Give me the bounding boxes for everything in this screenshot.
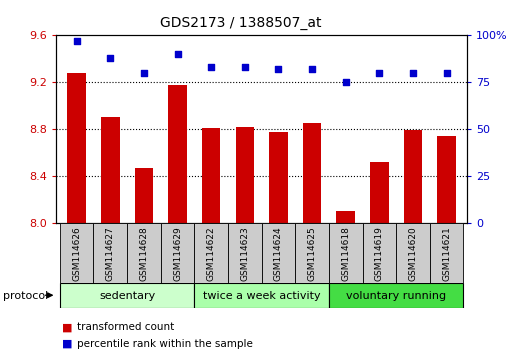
Text: GSM114618: GSM114618: [341, 226, 350, 281]
Bar: [228, 223, 262, 283]
Bar: [262, 223, 295, 283]
Point: [173, 51, 182, 57]
Bar: [295, 223, 329, 283]
Text: GDS2173 / 1388507_at: GDS2173 / 1388507_at: [161, 16, 322, 30]
Bar: [202, 128, 221, 223]
Text: transformed count: transformed count: [77, 322, 174, 332]
Bar: [168, 85, 187, 223]
Text: sedentary: sedentary: [99, 291, 155, 301]
Bar: [303, 123, 321, 223]
Text: GSM114626: GSM114626: [72, 226, 81, 281]
Bar: [67, 73, 86, 223]
Point: [106, 55, 114, 61]
Point: [274, 66, 283, 72]
Text: ■: ■: [62, 322, 72, 332]
Point: [140, 70, 148, 76]
Text: protocol: protocol: [3, 291, 48, 301]
Text: GSM114629: GSM114629: [173, 226, 182, 281]
Text: GSM114624: GSM114624: [274, 226, 283, 281]
Bar: [269, 132, 288, 223]
Bar: [438, 136, 456, 223]
Point: [308, 66, 316, 72]
Text: GSM114627: GSM114627: [106, 226, 115, 281]
Bar: [235, 127, 254, 223]
Bar: [396, 223, 430, 283]
Bar: [430, 223, 463, 283]
Bar: [329, 223, 363, 283]
Text: GSM114619: GSM114619: [375, 226, 384, 281]
Point: [342, 80, 350, 85]
Bar: [60, 283, 194, 308]
Bar: [194, 283, 329, 308]
Text: voluntary running: voluntary running: [346, 291, 446, 301]
Text: GSM114621: GSM114621: [442, 226, 451, 281]
Bar: [404, 130, 422, 223]
Bar: [93, 223, 127, 283]
Bar: [134, 168, 153, 223]
Text: GSM114628: GSM114628: [140, 226, 148, 281]
Bar: [101, 118, 120, 223]
Bar: [161, 223, 194, 283]
Bar: [194, 223, 228, 283]
Point: [376, 70, 384, 76]
Bar: [337, 211, 355, 223]
Point: [72, 38, 81, 44]
Bar: [370, 162, 389, 223]
Bar: [127, 223, 161, 283]
Text: ■: ■: [62, 339, 72, 349]
Point: [443, 70, 451, 76]
Text: GSM114623: GSM114623: [240, 226, 249, 281]
Bar: [60, 223, 93, 283]
Text: GSM114625: GSM114625: [308, 226, 317, 281]
Text: twice a week activity: twice a week activity: [203, 291, 321, 301]
Text: percentile rank within the sample: percentile rank within the sample: [77, 339, 253, 349]
Point: [207, 64, 215, 70]
Text: GSM114622: GSM114622: [207, 226, 215, 281]
Text: GSM114620: GSM114620: [408, 226, 418, 281]
Point: [241, 64, 249, 70]
Point: [409, 70, 417, 76]
Bar: [329, 283, 463, 308]
Bar: [363, 223, 396, 283]
